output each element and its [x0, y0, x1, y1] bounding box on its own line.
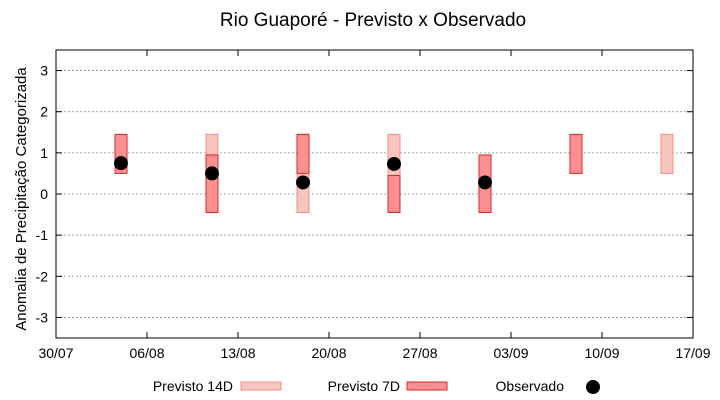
y-axis-label: Anomalia de Precipitação Categorizada [13, 67, 30, 331]
y-tick-label: 3 [40, 63, 48, 79]
range-bar [296, 133, 310, 174]
x-tick-label: 13/08 [220, 345, 255, 361]
y-tick-label: -3 [36, 309, 49, 325]
y-tick-label: 0 [40, 186, 48, 202]
x-tick-label: 20/08 [311, 345, 346, 361]
legend-swatch [240, 381, 282, 391]
range-bar [660, 133, 674, 174]
y-tick-label: 1 [40, 145, 48, 161]
x-tick-label: 30/07 [38, 345, 73, 361]
legend-marker [586, 380, 600, 394]
legend-label: Previsto 7D [328, 378, 400, 394]
grid-lines [56, 70, 693, 318]
x-tick-label: 10/09 [584, 345, 619, 361]
range-bar [387, 174, 401, 214]
plot-marks [114, 133, 674, 214]
y-tick-label: -1 [36, 227, 49, 243]
legend-swatch [406, 381, 448, 391]
y-tick-label: 2 [40, 104, 48, 120]
observed-point [114, 156, 128, 171]
y-tick-label: -2 [36, 268, 49, 284]
x-tick-label: 17/09 [675, 345, 710, 361]
chart-title: Rio Guaporé - Previsto x Observado [220, 10, 526, 31]
observed-point [296, 175, 310, 190]
x-tick-label: 03/09 [493, 345, 528, 361]
observed-point [478, 175, 492, 190]
range-bar [205, 154, 219, 214]
x-tick-label: 27/08 [402, 345, 437, 361]
observed-point [205, 166, 219, 181]
axis-ticks: -3 -2 -1 0 1 2 3 30/07 06/08 13/08 20/08 27/08 03/09… [36, 50, 711, 361]
legend: Previsto 14D Previsto 7D Observado [153, 378, 600, 394]
x-tick-label: 06/08 [129, 345, 164, 361]
observed-point [387, 156, 401, 171]
legend-label: Previsto 14D [153, 378, 233, 394]
legend-label: Observado [496, 378, 565, 394]
range-bar [569, 133, 583, 174]
